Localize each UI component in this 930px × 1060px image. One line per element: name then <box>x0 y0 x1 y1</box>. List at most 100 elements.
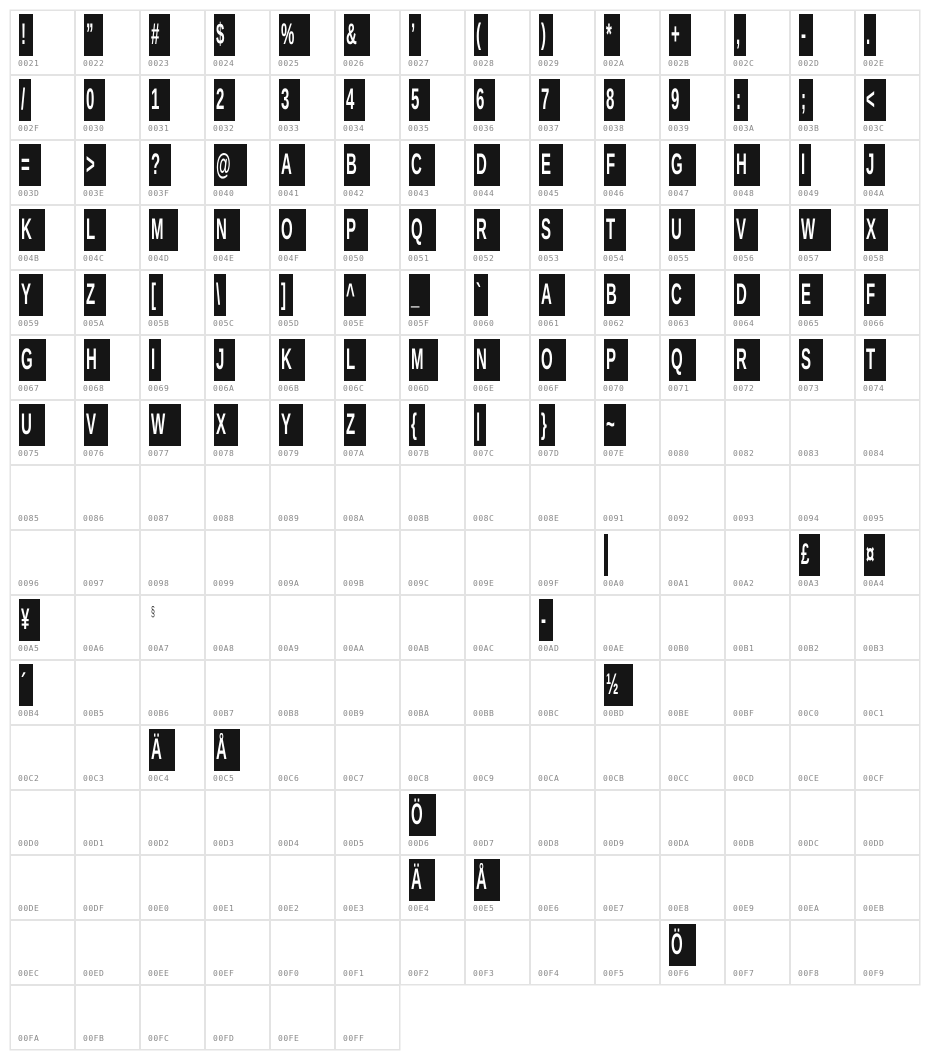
glyph-code-label: 00F5 <box>603 969 625 978</box>
glyph-code-label: 008A <box>343 514 365 523</box>
glyph-cell: \ 005C <box>205 270 270 335</box>
glyph-cell: 00DC <box>790 790 855 855</box>
glyph-cell: ^ 005E <box>335 270 400 335</box>
glyph-preview: Ö <box>409 794 437 836</box>
glyph-preview: B <box>604 274 630 316</box>
glyph-code-label: 00AA <box>343 644 365 653</box>
glyph-char: 6 <box>476 83 485 116</box>
glyph-char: 5 <box>411 83 420 116</box>
glyph-cell: ~007E <box>595 400 660 465</box>
glyph-preview: Q <box>669 339 697 381</box>
glyph-char: C <box>671 278 682 311</box>
glyph-cell: 009B <box>335 530 400 595</box>
glyph-cell: ½ 00BD <box>595 660 660 725</box>
glyph-cell: 00B8 <box>270 660 335 725</box>
glyph-char: / <box>21 83 26 116</box>
glyph-preview: I <box>799 144 812 186</box>
glyph-code-label: 007A <box>343 449 365 458</box>
glyph-preview: X <box>214 404 239 446</box>
glyph-char: ` <box>476 278 481 311</box>
glyph-code-label: 00FE <box>278 1034 300 1043</box>
glyph-code-label: 00BC <box>538 709 560 718</box>
glyph-cell: {007B <box>400 400 465 465</box>
glyph-code-label: 00D3 <box>213 839 235 848</box>
glyph-char: 7 <box>541 83 550 116</box>
glyph-char: L <box>346 343 356 376</box>
glyph-char: T <box>606 213 616 246</box>
glyph-char: } <box>541 408 547 441</box>
glyph-code-label: 003A <box>733 124 755 133</box>
glyph-cell: £00A3 <box>790 530 855 595</box>
glyph-preview: Å <box>474 859 500 901</box>
glyph-code-label: 0083 <box>798 449 820 458</box>
glyph-grid: ! 0021” 0022 #0023 $0024% 0025 & 0026’ 0027(0028… <box>10 10 920 1050</box>
glyph-code-label: 0078 <box>213 449 235 458</box>
glyph-code-label: 00B5 <box>83 709 105 718</box>
glyph-char: ? <box>151 148 161 181</box>
glyph-cell: 0092 <box>660 465 725 530</box>
glyph-char: N <box>216 213 227 246</box>
glyph-preview: H <box>84 339 110 381</box>
glyph-cell: 00C9 <box>465 725 530 790</box>
glyph-code-label: 00AC <box>473 644 495 653</box>
glyph-preview: } <box>539 404 555 446</box>
glyph-cell: 0085 <box>10 465 75 530</box>
glyph-code-label: 0082 <box>733 449 755 458</box>
glyph-code-label: 00A1 <box>668 579 690 588</box>
glyph-code-label: 0060 <box>473 319 495 328</box>
glyph-cell: 00A1 <box>660 530 725 595</box>
glyph-code-label: 0035 <box>408 124 430 133</box>
glyph-cell: 00F1 <box>335 920 400 985</box>
glyph-char: \ <box>216 278 221 311</box>
glyph-code-label: 0047 <box>668 189 690 198</box>
glyph-code-label: 0030 <box>83 124 105 133</box>
glyph-char: Q <box>671 343 683 376</box>
glyph-code-label: 0063 <box>668 319 690 328</box>
glyph-cell: 008C <box>465 465 530 530</box>
glyph-code-label: 0098 <box>148 579 170 588</box>
glyph-code-label: 005C <box>213 319 235 328</box>
glyph-char: K <box>281 343 292 376</box>
glyph-code-label: 00B9 <box>343 709 365 718</box>
glyph-code-label: 00C6 <box>278 774 300 783</box>
glyph-cell: 00CF <box>855 725 920 790</box>
glyph-preview: - <box>799 14 813 56</box>
glyph-preview: V <box>84 404 109 446</box>
glyph-cell: 00BE <box>660 660 725 725</box>
glyph-code-label: 0087 <box>148 514 170 523</box>
glyph-preview: Z <box>344 404 367 446</box>
glyph-cell: 00CB <box>595 725 660 790</box>
glyph-code-label: 0037 <box>538 124 560 133</box>
glyph-cell: 00D7 <box>465 790 530 855</box>
glyph-code-label: 0031 <box>148 124 170 133</box>
glyph-code-label: 0025 <box>278 59 300 68</box>
glyph-code-label: 003F <box>148 189 170 198</box>
glyph-char: 4 <box>346 83 355 116</box>
glyph-cell: Ä 00E4 <box>400 855 465 920</box>
glyph-cell: Å 00C5 <box>205 725 270 790</box>
glyph-code-label: 006D <box>408 384 430 393</box>
glyph-cell: 0091 <box>595 465 660 530</box>
glyph-cell: ¤ 00A4 <box>855 530 920 595</box>
glyph-code-label: 003C <box>863 124 885 133</box>
glyph-cell: 0088 <box>205 465 270 530</box>
glyph-preview <box>604 534 608 576</box>
glyph-cell: L 006C <box>335 335 400 400</box>
glyph-preview: N <box>214 209 240 251</box>
glyph-cell: 00F0 <box>270 920 335 985</box>
glyph-cell: 00BA <box>400 660 465 725</box>
glyph-char: W <box>151 408 166 441</box>
glyph-cell: / 002F <box>10 75 75 140</box>
glyph-cell: * 002A <box>595 10 660 75</box>
glyph-code-label: 0062 <box>603 319 625 328</box>
glyph-cell: 0089 <box>270 465 335 530</box>
glyph-cell: N 004E <box>205 205 270 270</box>
glyph-char: R <box>476 213 487 246</box>
glyph-cell: H 0048 <box>725 140 790 205</box>
glyph-preview: D <box>734 274 760 316</box>
glyph-char: X <box>866 213 877 246</box>
glyph-cell: 008E <box>530 465 595 530</box>
glyph-code-label: 00D5 <box>343 839 365 848</box>
glyph-char: & <box>346 18 357 51</box>
glyph-cell: 00F3 <box>465 920 530 985</box>
